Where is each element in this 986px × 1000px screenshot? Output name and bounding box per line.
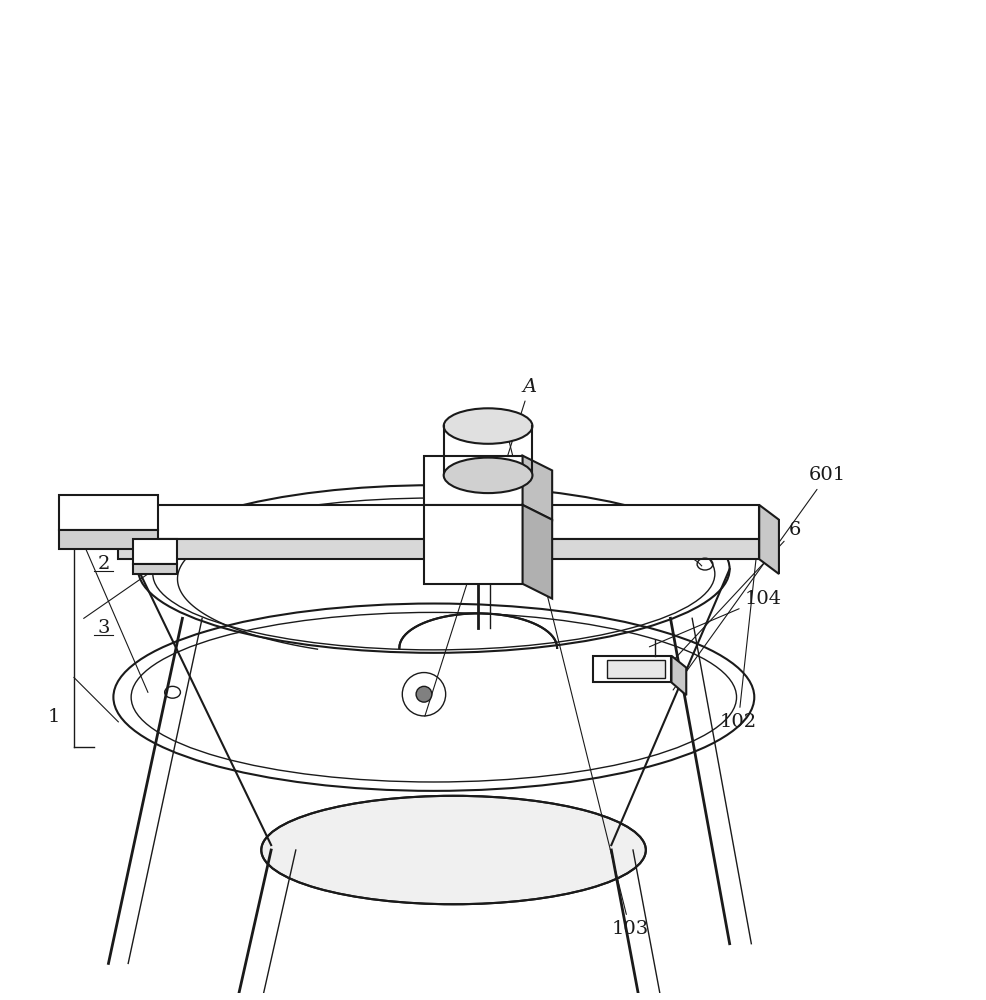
Polygon shape [671, 656, 686, 695]
Polygon shape [118, 505, 759, 539]
Text: 104: 104 [650, 590, 782, 647]
Text: 101: 101 [0, 999, 1, 1000]
Polygon shape [424, 505, 523, 584]
Polygon shape [133, 539, 177, 564]
Polygon shape [59, 530, 158, 549]
Text: 103: 103 [509, 439, 649, 938]
Ellipse shape [416, 686, 432, 702]
Polygon shape [607, 660, 665, 678]
Ellipse shape [261, 796, 646, 904]
Text: A: A [425, 378, 536, 716]
Polygon shape [759, 505, 779, 574]
Text: 2: 2 [98, 555, 109, 573]
Text: 6: 6 [669, 521, 802, 666]
Text: 1: 1 [48, 708, 60, 726]
Text: 3: 3 [98, 619, 109, 637]
Polygon shape [593, 656, 671, 682]
Polygon shape [59, 495, 158, 530]
Text: 601: 601 [673, 466, 846, 690]
Polygon shape [118, 539, 759, 559]
Polygon shape [523, 505, 552, 599]
Polygon shape [424, 456, 523, 505]
Text: 102: 102 [720, 532, 759, 731]
Ellipse shape [444, 408, 532, 444]
Polygon shape [523, 456, 552, 520]
Ellipse shape [444, 458, 532, 493]
Polygon shape [133, 564, 177, 574]
